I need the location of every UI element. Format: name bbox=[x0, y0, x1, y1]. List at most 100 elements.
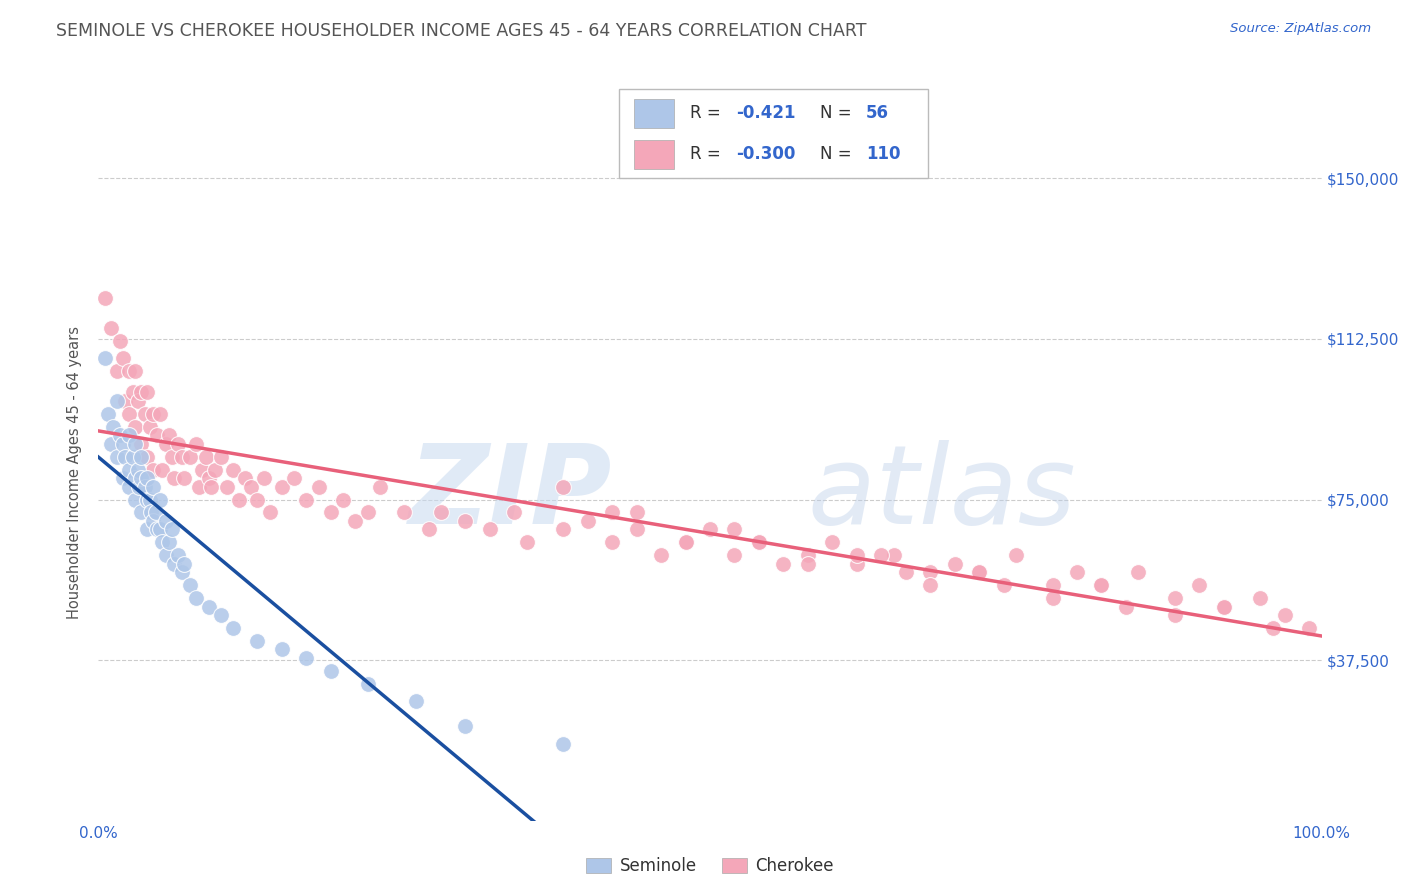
Point bbox=[160, 450, 183, 464]
Point bbox=[295, 492, 318, 507]
Point bbox=[136, 450, 159, 464]
Point bbox=[967, 566, 990, 580]
Point bbox=[392, 505, 416, 519]
Point bbox=[145, 505, 167, 519]
Point bbox=[1042, 578, 1064, 592]
Point bbox=[553, 737, 575, 751]
Point bbox=[150, 462, 173, 476]
Point bbox=[136, 385, 159, 400]
Point bbox=[170, 566, 193, 580]
Point bbox=[1066, 566, 1088, 580]
Text: SEMINOLE VS CHEROKEE HOUSEHOLDER INCOME AGES 45 - 64 YEARS CORRELATION CHART: SEMINOLE VS CHEROKEE HOUSEHOLDER INCOME … bbox=[56, 22, 866, 40]
Point bbox=[967, 566, 990, 580]
Point bbox=[553, 523, 575, 537]
Point bbox=[124, 492, 146, 507]
Point bbox=[179, 450, 201, 464]
Point bbox=[454, 719, 477, 733]
Point bbox=[157, 428, 180, 442]
Point bbox=[295, 651, 318, 665]
Point bbox=[308, 480, 330, 494]
Point bbox=[124, 364, 146, 378]
Point bbox=[114, 394, 136, 409]
Point bbox=[142, 407, 165, 421]
Point bbox=[283, 471, 305, 485]
Point bbox=[870, 548, 893, 562]
Point bbox=[748, 535, 770, 549]
Point bbox=[418, 523, 440, 537]
Point bbox=[209, 608, 232, 623]
Point bbox=[600, 505, 623, 519]
Point bbox=[142, 480, 165, 494]
Point bbox=[626, 505, 648, 519]
Point bbox=[127, 462, 149, 476]
Point bbox=[1164, 608, 1187, 623]
Text: ZIP: ZIP bbox=[409, 440, 612, 547]
Point bbox=[146, 523, 169, 537]
Point bbox=[179, 578, 201, 592]
Point bbox=[600, 535, 623, 549]
Point bbox=[1274, 608, 1296, 623]
Point bbox=[1004, 548, 1026, 562]
Point bbox=[675, 535, 697, 549]
Point bbox=[883, 548, 905, 562]
Point bbox=[150, 535, 173, 549]
Text: 110: 110 bbox=[866, 145, 901, 163]
Point bbox=[146, 428, 169, 442]
Point bbox=[1298, 621, 1320, 635]
Point bbox=[430, 505, 453, 519]
Point bbox=[139, 492, 162, 507]
Point bbox=[110, 334, 132, 348]
Point bbox=[142, 462, 165, 476]
Point bbox=[943, 557, 966, 571]
Point bbox=[240, 480, 263, 494]
Point bbox=[553, 480, 575, 494]
Point bbox=[1115, 599, 1137, 614]
Point bbox=[228, 492, 250, 507]
Text: N =: N = bbox=[820, 145, 856, 163]
Point bbox=[650, 548, 672, 562]
Point bbox=[215, 480, 238, 494]
Point bbox=[124, 419, 146, 434]
Point bbox=[576, 514, 599, 528]
Point bbox=[1042, 591, 1064, 605]
Point bbox=[204, 462, 226, 476]
Point bbox=[118, 428, 141, 442]
Point bbox=[246, 633, 269, 648]
Point bbox=[478, 523, 501, 537]
Point bbox=[772, 557, 794, 571]
Point bbox=[197, 599, 219, 614]
Point bbox=[626, 523, 648, 537]
Point bbox=[186, 591, 208, 605]
Point bbox=[129, 505, 152, 519]
Point bbox=[503, 505, 526, 519]
Point bbox=[1090, 578, 1112, 592]
Point bbox=[723, 523, 745, 537]
Point bbox=[845, 548, 868, 562]
Point bbox=[167, 437, 190, 451]
Point bbox=[136, 471, 159, 485]
Point bbox=[252, 471, 274, 485]
Point bbox=[170, 450, 193, 464]
Point bbox=[1188, 578, 1211, 592]
Point bbox=[111, 351, 134, 366]
Point bbox=[127, 394, 149, 409]
Point bbox=[797, 548, 820, 562]
Point bbox=[121, 450, 143, 464]
Point bbox=[332, 492, 354, 507]
Point bbox=[319, 664, 342, 678]
Point bbox=[356, 676, 378, 690]
Point bbox=[105, 364, 128, 378]
Point bbox=[155, 514, 177, 528]
Point bbox=[97, 407, 120, 421]
Point bbox=[129, 450, 152, 464]
Point bbox=[118, 480, 141, 494]
Point bbox=[129, 437, 152, 451]
Point bbox=[187, 480, 209, 494]
Point bbox=[163, 557, 186, 571]
Point bbox=[129, 471, 152, 485]
Point bbox=[118, 462, 141, 476]
Point bbox=[111, 437, 134, 451]
Point bbox=[200, 480, 222, 494]
Point bbox=[319, 505, 342, 519]
Point bbox=[920, 566, 942, 580]
